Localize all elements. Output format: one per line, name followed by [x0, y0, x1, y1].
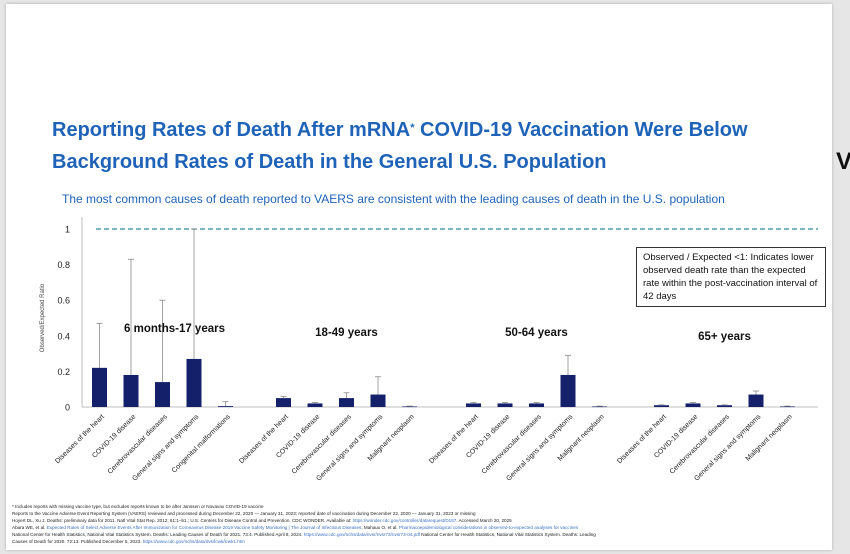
footnote-line: Abara WE, et al. Expected Rates of Selec…: [12, 525, 579, 530]
y-tick-label: 0: [65, 403, 70, 413]
bar: [123, 374, 139, 407]
slide-title: Reporting Rates of Death After mRNA* COV…: [52, 114, 822, 178]
footnote-link[interactable]: https://www.cdc.gov/nchs/data/nvsr/nvsr7…: [303, 532, 420, 537]
y-tick-label: 0.4: [57, 331, 70, 341]
bar: [402, 406, 417, 408]
x-category-label: Congenital malformations: [171, 413, 232, 474]
y-tick-label: 0.8: [57, 260, 70, 270]
bar: [339, 398, 354, 407]
y-tick-label: 0.6: [57, 296, 70, 306]
bar: [92, 367, 107, 407]
bar: [370, 394, 386, 407]
x-category-label: General signs and symptoms: [131, 413, 200, 482]
footnote-line: Reports to the Vaccine Adverse Event Rep…: [12, 511, 476, 516]
x-category-label: General signs and symptoms: [505, 413, 574, 482]
bar: [529, 403, 544, 407]
age-group-label: 6 months-17 years: [124, 323, 225, 335]
cropped-edge-glyph: V: [836, 148, 850, 175]
x-category-label: Cerebrovascular diseases: [669, 413, 732, 476]
footnote-link[interactable]: https://wonder.cdc.gov/controller/datare…: [352, 518, 457, 523]
bar: [186, 358, 202, 407]
title-line1: Reporting Rates of Death After mRNA: [52, 119, 411, 141]
y-tick-label: 0.2: [57, 367, 70, 377]
x-category-label: Cerebrovascular diseases: [481, 413, 544, 476]
age-group-label: 65+ years: [698, 331, 751, 343]
x-category-label: General signs and symptoms: [693, 413, 762, 482]
bar: [748, 394, 764, 407]
x-category-label: Cerebrovascular diseases: [107, 413, 170, 476]
y-tick-label: 1: [65, 225, 70, 235]
age-group-label: 50-64 years: [505, 327, 568, 339]
title-asterisk: *: [410, 122, 415, 134]
x-category-label: General signs and symptoms: [315, 413, 384, 482]
y-axis-title: Observed/Expected Ratio: [40, 283, 46, 352]
footnote-link[interactable]: Pharmacoepidemiological considerations i…: [398, 525, 579, 530]
bar: [654, 405, 669, 407]
footnote-line: Hoyert DL, Xu J. Deaths: preliminary dat…: [12, 518, 512, 523]
footnote-link[interactable]: https://www.cdc.gov/nchs/data/dvs/lcwk/l…: [142, 539, 245, 544]
bar: [497, 403, 513, 407]
bar: [276, 398, 291, 407]
bar: [307, 403, 323, 407]
bar: [466, 403, 481, 407]
footnote-link[interactable]: Expected Rates of Select Adverse Events …: [46, 525, 362, 530]
bar: [592, 406, 607, 408]
ratio-callout-box: Observed / Expected <1: Indicates lower …: [636, 247, 826, 307]
footnote-line: * Includes reports with missing vaccine …: [12, 504, 264, 509]
title-line2: Background Rates of Death in the General…: [52, 151, 607, 173]
bar: [218, 406, 233, 407]
bar: [685, 403, 701, 407]
age-group-label: 18-49 years: [315, 327, 378, 339]
bar: [717, 405, 732, 407]
bar: [780, 406, 795, 408]
slide: Reporting Rates of Death After mRNA* COV…: [6, 4, 832, 550]
title-line1-rest: COVID-19 Vaccination Were Below: [414, 119, 748, 141]
footnote-line: National Center for Health Statistics, N…: [12, 532, 596, 537]
x-category-label: Cerebrovascular diseases: [291, 413, 354, 476]
bar: [560, 374, 576, 407]
footnote-line: Causes of Death for 2020. 72:13. Publish…: [12, 539, 245, 544]
slide-subtitle: The most common causes of death reported…: [62, 192, 725, 206]
bar: [155, 382, 170, 407]
